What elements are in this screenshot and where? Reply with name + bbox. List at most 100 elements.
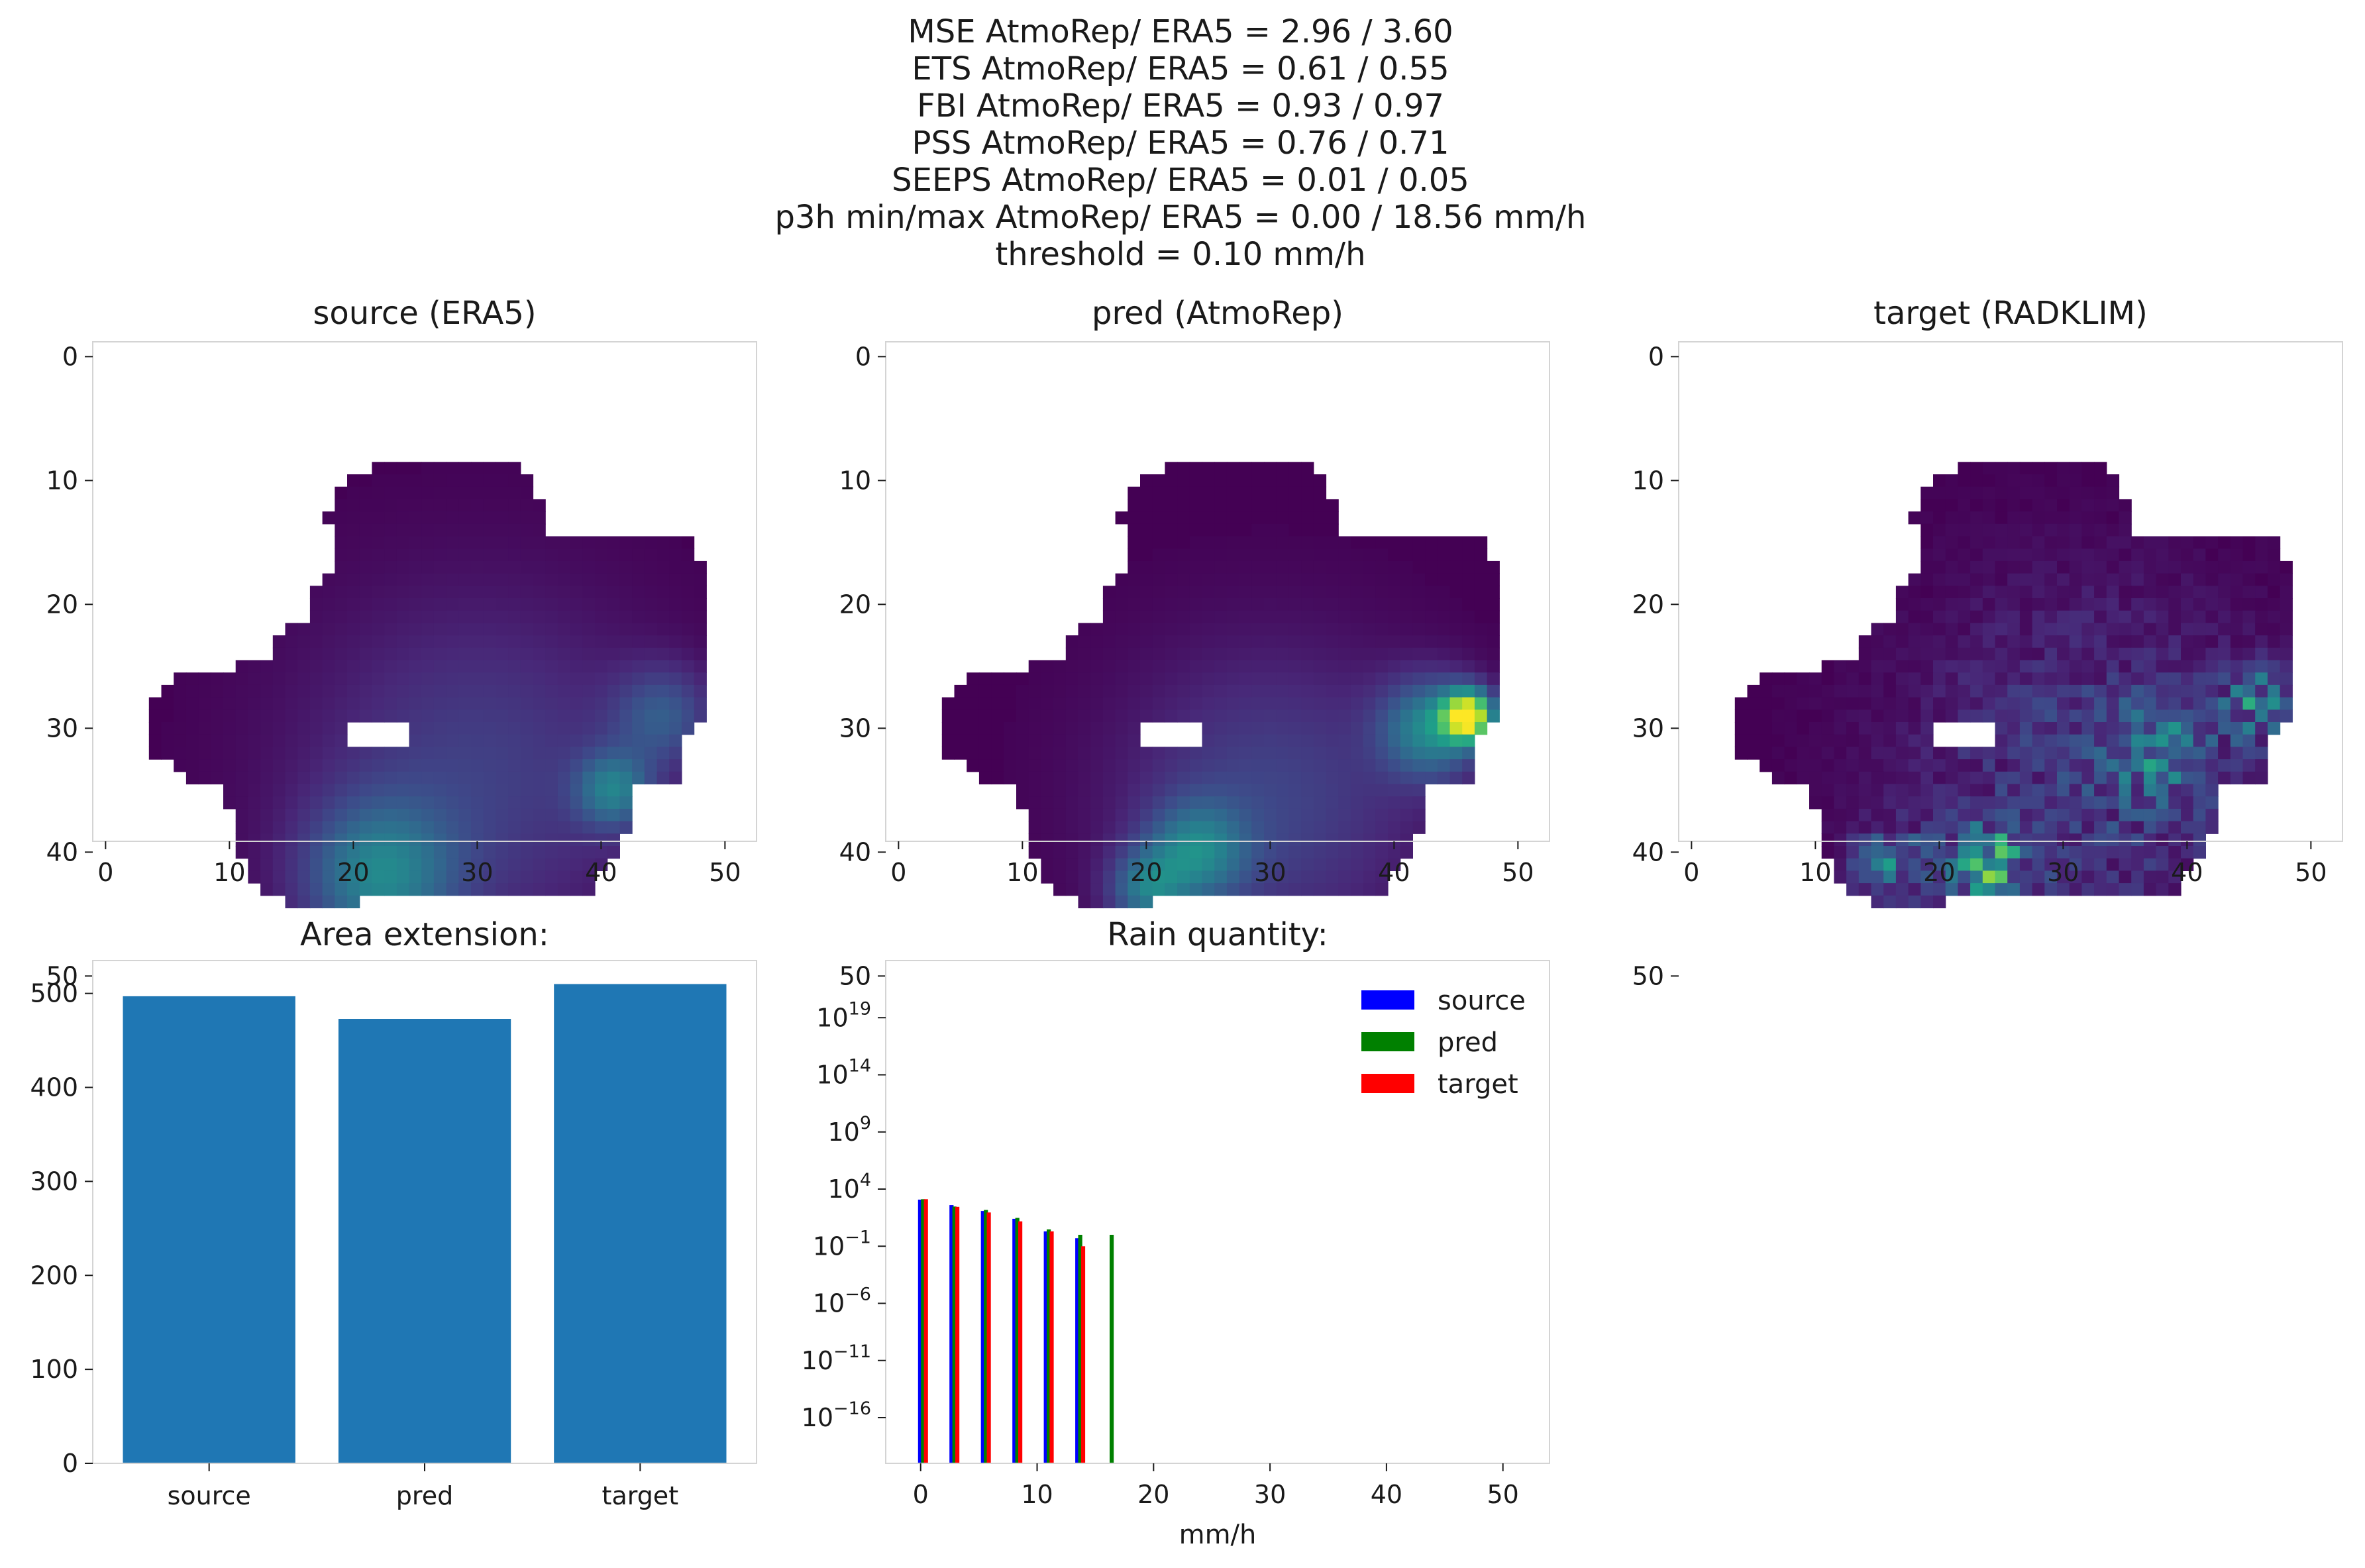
heatmap-cell bbox=[1462, 684, 1475, 698]
heatmap-cell bbox=[335, 623, 348, 636]
heatmap-cell bbox=[421, 684, 435, 698]
heatmap-cell bbox=[1945, 486, 1958, 499]
heatmap-cell bbox=[545, 549, 558, 562]
heatmap-cell bbox=[483, 610, 496, 623]
heatmap-cell bbox=[372, 660, 385, 673]
heatmap-cell bbox=[1995, 883, 2008, 896]
heatmap-cell bbox=[1090, 883, 1104, 896]
heatmap-cell bbox=[1065, 647, 1079, 661]
heatmap-cell bbox=[1797, 747, 1810, 760]
heatmap-cell bbox=[1016, 709, 1029, 723]
heatmap-cell bbox=[1078, 883, 1091, 896]
heatmap-cell bbox=[223, 697, 236, 710]
heatmap-cell bbox=[2156, 586, 2169, 599]
heatmap-cell bbox=[396, 784, 410, 797]
heatmap-cell bbox=[1412, 635, 1426, 649]
heatmap-cell bbox=[1251, 598, 1265, 611]
heatmap-cell bbox=[1326, 610, 1339, 623]
heatmap-cell bbox=[2106, 511, 2120, 525]
heatmap-cell bbox=[1202, 846, 1215, 859]
heatmap-cell bbox=[1363, 709, 1376, 723]
heatmap-cell bbox=[272, 660, 286, 673]
heatmap-cell bbox=[471, 623, 484, 636]
heatmap-cell bbox=[1412, 536, 1426, 549]
heatmap-cell bbox=[1226, 833, 1240, 847]
heatmap-cell bbox=[1846, 672, 1860, 686]
heatmap-cell bbox=[1462, 672, 1475, 686]
heatmap-cell bbox=[483, 796, 496, 810]
y-tick-label: 50 bbox=[46, 961, 78, 990]
heatmap-cell bbox=[1375, 560, 1389, 574]
heatmap-cell bbox=[2044, 784, 2058, 797]
heatmap-cell bbox=[335, 771, 348, 785]
y-tick-label: 30 bbox=[839, 713, 871, 743]
heatmap-cell bbox=[272, 647, 286, 661]
bar-target bbox=[955, 1206, 960, 1463]
heatmap-cell bbox=[1301, 523, 1314, 537]
heatmap-cell bbox=[2069, 697, 2082, 710]
heatmap-cell bbox=[396, 808, 410, 822]
heatmap-cell bbox=[595, 560, 608, 574]
heatmap-cell bbox=[1276, 647, 1289, 661]
heatmap-cell bbox=[1165, 623, 1178, 636]
heatmap-cell bbox=[1152, 684, 1165, 698]
heatmap-cell bbox=[1363, 883, 1376, 896]
heatmap-cell bbox=[1177, 821, 1190, 834]
heatmap-cell bbox=[1350, 647, 1364, 661]
heatmap-cell bbox=[1276, 784, 1289, 797]
heatmap-cell bbox=[1115, 858, 1128, 871]
heatmap-cell bbox=[1028, 784, 1041, 797]
heatmap-cell bbox=[533, 586, 546, 599]
heatmap-cell bbox=[508, 549, 521, 562]
heatmap-cell bbox=[2081, 784, 2095, 797]
heatmap-cell bbox=[1326, 511, 1339, 525]
heatmap-cell bbox=[2094, 660, 2107, 673]
heatmap-cell bbox=[1140, 697, 1153, 710]
heatmap-cell bbox=[1338, 684, 1351, 698]
heatmap-cell bbox=[2057, 796, 2070, 810]
heatmap-cell bbox=[1363, 697, 1376, 710]
heatmap-cell bbox=[1970, 833, 1983, 847]
heatmap-cell bbox=[347, 586, 360, 599]
heatmap-cell bbox=[1239, 549, 1252, 562]
heatmap-cell bbox=[570, 684, 583, 698]
heatmap-cell bbox=[2119, 747, 2132, 760]
heatmap-cell bbox=[1214, 796, 1228, 810]
heatmap-cell bbox=[1214, 623, 1228, 636]
heatmap-cell bbox=[1958, 586, 1971, 599]
heatmap-cell bbox=[2019, 722, 2033, 735]
heatmap-cell bbox=[1970, 808, 1983, 822]
heatmap-cell bbox=[1388, 784, 1401, 797]
heatmap-cell bbox=[2044, 549, 2058, 562]
heatmap-cell bbox=[1883, 821, 1897, 834]
heatmap-cell bbox=[1933, 796, 1946, 810]
heatmap-cell bbox=[669, 623, 682, 636]
x-tick-label: 30 bbox=[1254, 858, 1286, 887]
heatmap-cell bbox=[1226, 660, 1240, 673]
heatmap-cell bbox=[1487, 660, 1500, 673]
heatmap-cell bbox=[1995, 474, 2008, 488]
heatmap-cell bbox=[347, 684, 360, 698]
heatmap-cell bbox=[409, 684, 422, 698]
heatmap-cell bbox=[1251, 858, 1265, 871]
x-axis: 0 10 20 30 40 50 bbox=[97, 841, 741, 887]
heatmap-cell bbox=[458, 771, 472, 785]
heatmap-cell bbox=[1165, 462, 1178, 475]
heatmap-cell bbox=[2094, 610, 2107, 623]
heatmap-cell bbox=[2081, 598, 2095, 611]
x-tick-label: 40 bbox=[1371, 1480, 1402, 1509]
heatmap-cell bbox=[1326, 523, 1339, 537]
heatmap-cell bbox=[2131, 647, 2144, 661]
heatmap-cell bbox=[2280, 660, 2293, 673]
heatmap-cell bbox=[272, 684, 286, 698]
heatmap-cell bbox=[669, 734, 682, 747]
bars bbox=[918, 1199, 1114, 1464]
heatmap-cell bbox=[508, 722, 521, 735]
heatmap-cell bbox=[582, 647, 596, 661]
heatmap-cell bbox=[1004, 771, 1017, 785]
heatmap-cell bbox=[2106, 870, 2120, 884]
heatmap-cell bbox=[1982, 635, 1996, 649]
heatmap-cell bbox=[669, 536, 682, 549]
heatmap-cell bbox=[1350, 709, 1364, 723]
heatmap-cell bbox=[1276, 709, 1289, 723]
